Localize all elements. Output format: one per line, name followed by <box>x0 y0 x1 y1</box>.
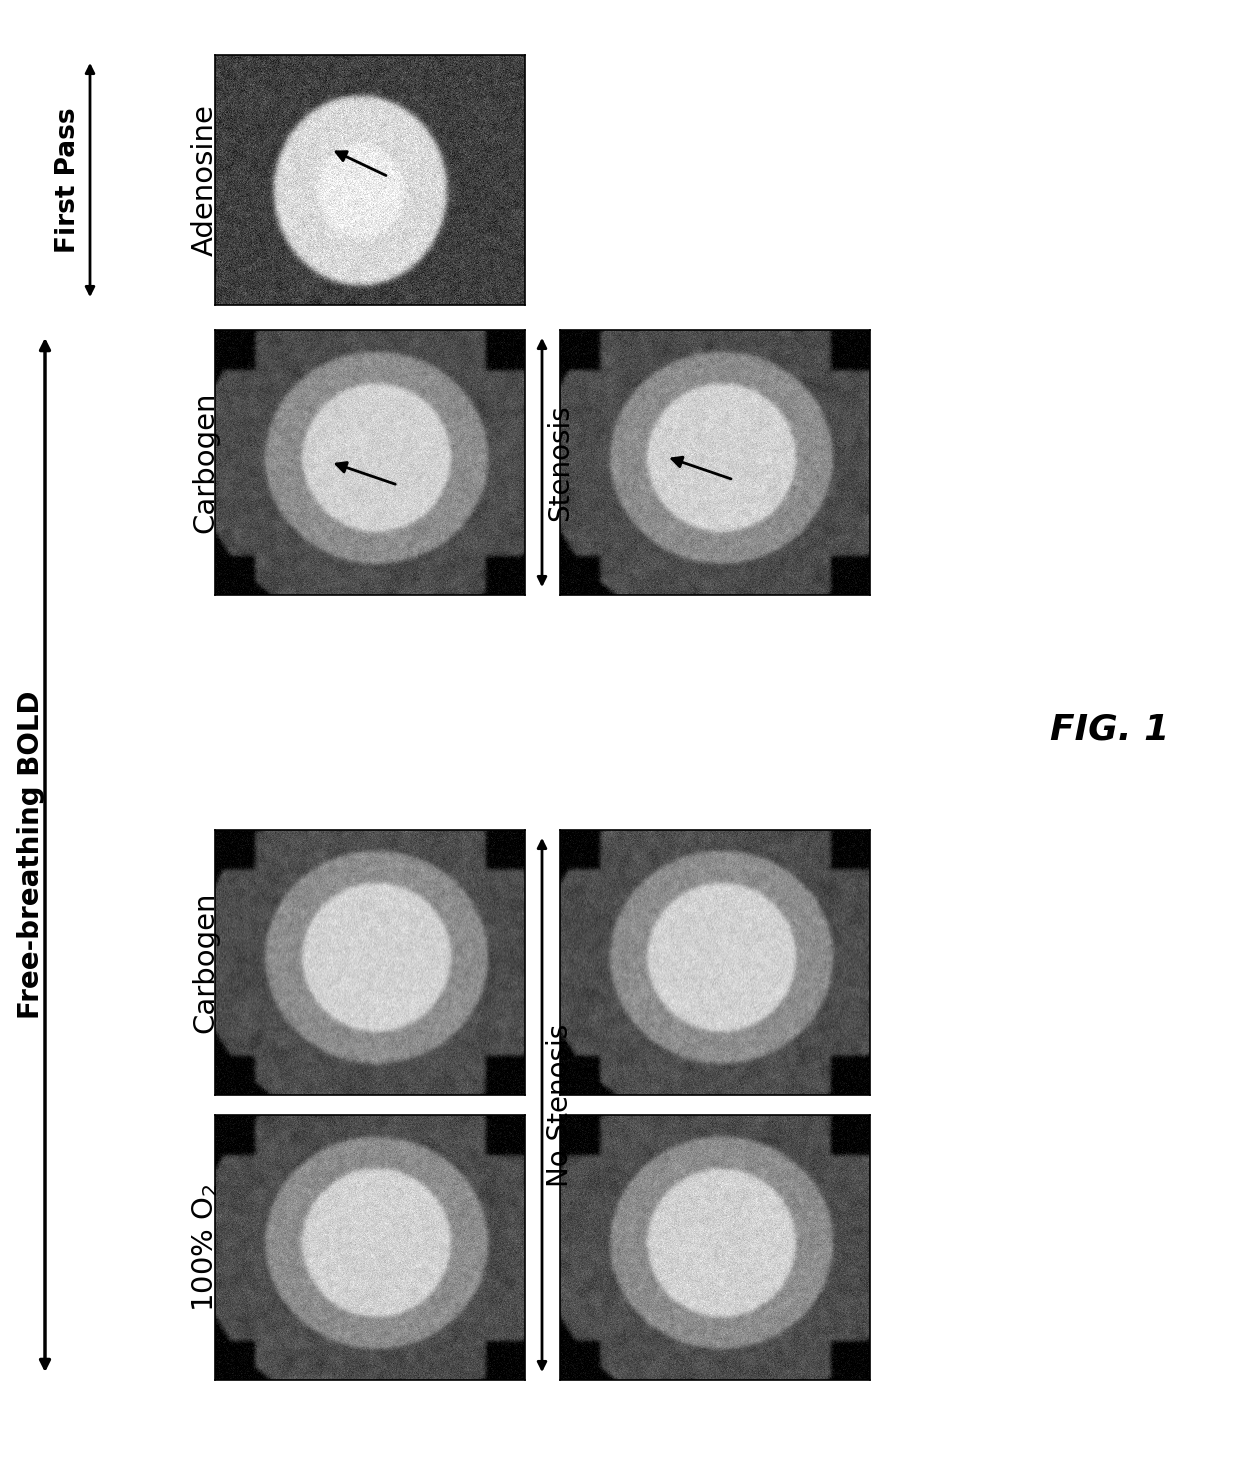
Text: Carbogen: Carbogen <box>191 891 219 1033</box>
Text: Stenosis: Stenosis <box>546 404 574 521</box>
Text: Carbogen: Carbogen <box>191 392 219 533</box>
Text: First Pass: First Pass <box>55 108 81 253</box>
Text: 100% O$_2$: 100% O$_2$ <box>190 1183 219 1312</box>
Text: Adenosine: Adenosine <box>191 105 219 256</box>
Text: FIG. 1: FIG. 1 <box>1050 713 1169 747</box>
Text: No Stenosis: No Stenosis <box>546 1024 574 1187</box>
Text: Free-breathing BOLD: Free-breathing BOLD <box>17 691 45 1019</box>
